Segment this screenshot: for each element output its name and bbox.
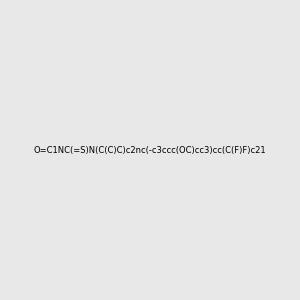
Text: O=C1NC(=S)N(C(C)C)c2nc(-c3ccc(OC)cc3)cc(C(F)F)c21: O=C1NC(=S)N(C(C)C)c2nc(-c3ccc(OC)cc3)cc(… — [34, 146, 266, 154]
